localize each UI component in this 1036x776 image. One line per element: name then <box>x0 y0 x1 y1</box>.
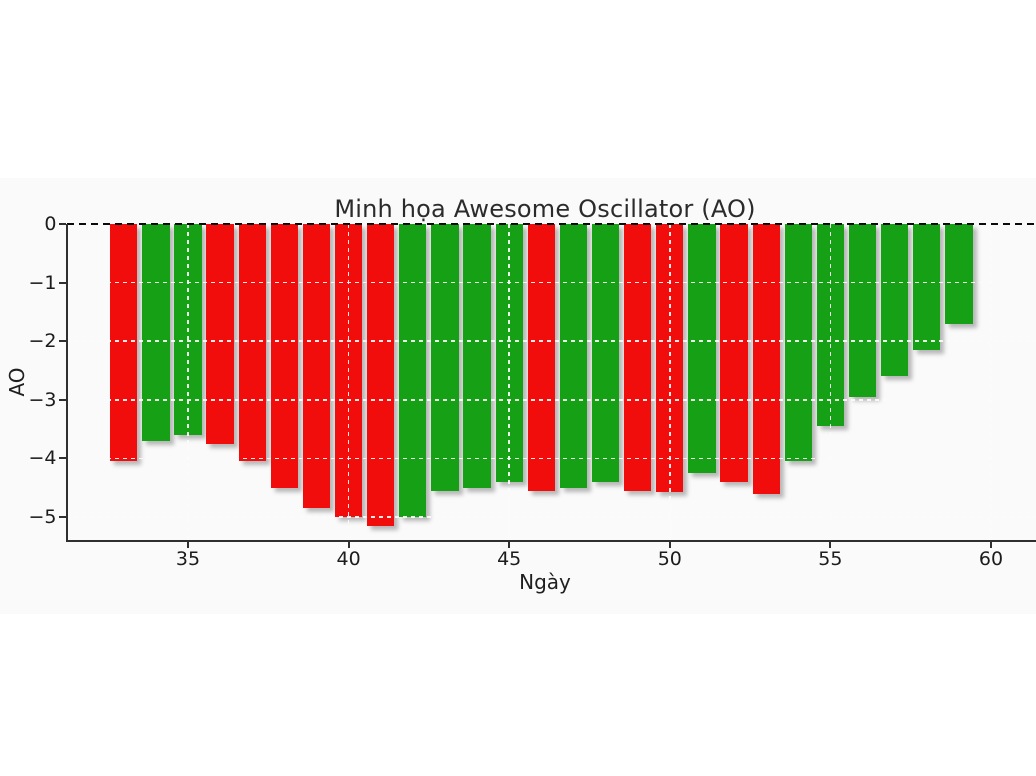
x-tick-mark <box>187 542 189 548</box>
ao-chart-figure: Minh họa Awesome Oscillator (AO) AO 0 −1−… <box>0 178 1036 614</box>
ao-bar-x56 <box>848 224 877 397</box>
ao-bar-x34 <box>142 224 170 441</box>
ao-bar-x39 <box>302 224 331 509</box>
y-tick-label: 0 <box>44 213 57 235</box>
y-tick-mark <box>58 516 66 518</box>
y-tick-mark <box>58 223 66 225</box>
y-tick-label: −4 <box>28 447 57 470</box>
x-tick-mark <box>668 542 671 548</box>
h-gridline-overlay <box>66 399 1036 401</box>
ao-bar-x36 <box>206 224 234 444</box>
y-tick-mark <box>58 457 66 460</box>
v-gridline-overlay <box>990 224 992 540</box>
v-gridline-overlay <box>187 224 189 540</box>
ao-bar-x44 <box>463 224 491 488</box>
v-gridline-overlay <box>669 224 671 540</box>
h-gridline-overlay <box>66 281 1036 284</box>
ao-bar-x48 <box>591 224 620 482</box>
x-tick-label: 35 <box>175 548 201 570</box>
x-axis-spine <box>65 540 1036 542</box>
plot-area: 0 −1 −2 −3 −4 −5 35 40 45 50 55 60 <box>0 178 1036 614</box>
ao-bar-x38 <box>270 224 298 488</box>
y-tick-mark <box>58 281 66 284</box>
h-gridline-overlay <box>66 516 1036 518</box>
x-tick-label: 40 <box>336 548 361 570</box>
zero-line <box>66 222 1036 226</box>
ao-bar-x49 <box>624 224 652 491</box>
v-gridline-overlay <box>829 224 832 540</box>
ao-bar-x51 <box>688 224 716 474</box>
x-tick-label: 60 <box>978 548 1004 570</box>
x-tick-mark <box>508 542 511 548</box>
x-tick-mark <box>990 542 992 548</box>
ao-bar-x54 <box>784 224 812 462</box>
y-tick-mark <box>58 398 66 401</box>
h-gridline-overlay <box>66 457 1036 460</box>
ao-bar-x33 <box>110 224 138 462</box>
v-gridline-overlay <box>508 224 510 540</box>
v-gridline-overlay <box>347 224 350 540</box>
y-tick-label: −3 <box>28 388 57 411</box>
ao-bar-x42 <box>399 224 427 517</box>
y-tick-label: −1 <box>28 271 57 294</box>
ao-bar-x52 <box>720 224 748 482</box>
ao-bar-x47 <box>559 224 588 488</box>
y-axis-spine <box>65 224 68 542</box>
ao-bar-x41 <box>367 224 395 526</box>
x-tick-mark <box>347 542 350 548</box>
y-tick-mark <box>58 340 66 343</box>
x-tick-label: 55 <box>818 548 843 570</box>
y-tick-label: −2 <box>28 330 57 353</box>
x-axis-label: Ngày <box>519 570 571 594</box>
x-tick-label: 45 <box>497 548 522 570</box>
x-tick-label: 50 <box>657 548 682 570</box>
y-tick-label: −5 <box>28 506 57 528</box>
ao-bar-x46 <box>527 224 555 491</box>
ao-bar-x53 <box>752 224 780 494</box>
ao-bar-x37 <box>238 224 266 462</box>
x-tick-mark <box>829 542 832 548</box>
ao-bar-x59 <box>945 224 973 324</box>
ao-bar-x58 <box>913 224 941 350</box>
h-gridline-overlay <box>66 340 1036 342</box>
ao-bar-x43 <box>431 224 459 491</box>
chart-title: Minh họa Awesome Oscillator (AO) <box>334 195 756 223</box>
ao-bar-x57 <box>880 224 909 377</box>
